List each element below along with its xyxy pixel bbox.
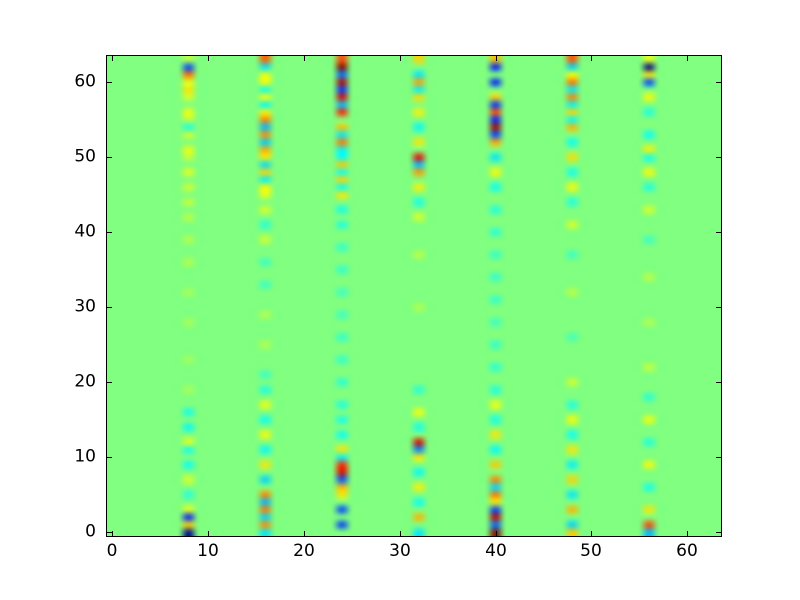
x-tick-mark-bottom bbox=[304, 531, 305, 536]
y-tick-label: 0 bbox=[85, 521, 96, 542]
y-tick-mark-right bbox=[716, 382, 721, 383]
y-tick-mark-left bbox=[107, 82, 112, 83]
y-tick-mark-left bbox=[107, 307, 112, 308]
y-tick-label: 60 bbox=[74, 71, 96, 92]
y-tick-mark-left bbox=[107, 457, 112, 458]
x-tick-mark-bottom bbox=[591, 531, 592, 536]
y-tick-label: 40 bbox=[74, 221, 96, 242]
y-tick-mark-right bbox=[716, 157, 721, 158]
y-tick-label: 20 bbox=[74, 371, 96, 392]
x-tick-mark-bottom bbox=[208, 531, 209, 536]
x-tick-mark-top bbox=[208, 56, 209, 61]
x-tick-label: 20 bbox=[293, 541, 315, 561]
x-tick-mark-top bbox=[400, 56, 401, 61]
x-tick-mark-top bbox=[496, 56, 497, 61]
y-tick-mark-left bbox=[107, 157, 112, 158]
y-tick-mark-right bbox=[716, 232, 721, 233]
x-tick-label: 0 bbox=[106, 541, 118, 561]
y-tick-label: 50 bbox=[74, 146, 96, 167]
x-tick-label: 50 bbox=[580, 541, 602, 561]
y-tick-mark-right bbox=[716, 532, 721, 533]
heatmap-image[interactable] bbox=[107, 56, 721, 536]
x-tick-mark-top bbox=[591, 56, 592, 61]
x-tick-mark-bottom bbox=[687, 531, 688, 536]
x-tick-mark-bottom bbox=[400, 531, 401, 536]
y-tick-mark-left bbox=[107, 382, 112, 383]
x-tick-mark-top bbox=[304, 56, 305, 61]
y-tick-mark-left bbox=[107, 232, 112, 233]
heatmap-axes[interactable] bbox=[106, 55, 722, 537]
y-tick-mark-right bbox=[716, 457, 721, 458]
x-tick-label: 60 bbox=[676, 541, 698, 561]
x-tick-mark-bottom bbox=[496, 531, 497, 536]
x-tick-mark-top bbox=[687, 56, 688, 61]
x-tick-mark-top bbox=[112, 56, 113, 61]
x-tick-mark-bottom bbox=[112, 531, 113, 536]
x-tick-label: 40 bbox=[485, 541, 507, 561]
x-tick-label: 30 bbox=[389, 541, 411, 561]
y-tick-label: 30 bbox=[74, 296, 96, 317]
y-tick-mark-right bbox=[716, 307, 721, 308]
y-tick-label: 10 bbox=[74, 446, 96, 467]
x-tick-label: 10 bbox=[197, 541, 219, 561]
y-tick-mark-left bbox=[107, 532, 112, 533]
y-tick-mark-right bbox=[716, 82, 721, 83]
